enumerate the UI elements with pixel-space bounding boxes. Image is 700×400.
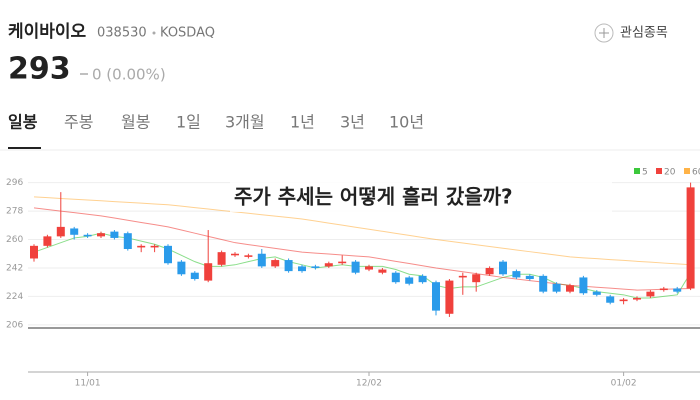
tab[interactable]: 10년	[389, 113, 424, 132]
watch-plus	[599, 28, 609, 38]
candle-body	[673, 288, 682, 292]
legend-label: 20	[664, 168, 676, 178]
x-tick-label: 11/01	[75, 379, 101, 389]
y-tick-label: 206	[6, 320, 23, 330]
candle-body	[659, 288, 668, 291]
candle-body	[646, 291, 655, 297]
candle-body	[525, 275, 534, 280]
ma-line	[33, 207, 691, 291]
candle-body	[311, 266, 320, 268]
candle-body	[378, 269, 387, 273]
candle-body	[204, 263, 213, 281]
y-tick-label: 296	[6, 178, 23, 188]
watch-button[interactable]: 관심종목	[620, 26, 668, 41]
candle-body	[244, 255, 253, 257]
tab[interactable]: 3개월	[225, 113, 265, 132]
ma-line	[33, 232, 692, 299]
candle-body	[150, 245, 159, 248]
candle-body	[418, 275, 427, 283]
candle-body	[83, 234, 92, 237]
candle-body	[512, 271, 521, 278]
candle-body	[485, 267, 494, 275]
ma-line	[33, 196, 691, 266]
x-tick-label: 01/02	[611, 379, 637, 389]
x-tick-label: 12/02	[356, 379, 382, 389]
candle-body	[324, 263, 333, 267]
legend-swatch	[656, 168, 662, 174]
candle-body	[164, 245, 172, 264]
candle-body	[298, 266, 306, 272]
y-tick-label: 242	[6, 263, 23, 273]
legend-label: 60	[692, 168, 700, 178]
price-change: 0 (0.00%)	[92, 66, 166, 84]
candle-body	[351, 261, 360, 273]
stock-name: 케이바이오	[8, 22, 87, 42]
tab[interactable]: 1년	[290, 113, 315, 132]
candle-body	[70, 228, 79, 235]
candle-body	[97, 233, 105, 237]
candle-body	[284, 260, 293, 272]
annotation-bg	[230, 182, 612, 212]
candle-body	[231, 253, 239, 256]
tabs: 일봉 주봉 월봉 1일 3개월 1년 3년 10년	[8, 113, 424, 132]
candle-body	[190, 272, 199, 280]
candle-body	[579, 277, 588, 294]
candle-body	[566, 285, 574, 292]
legend-label: 5	[642, 168, 648, 178]
y-tick-label: 224	[6, 292, 23, 302]
tab[interactable]: 월봉	[121, 113, 150, 132]
candle-body	[458, 275, 467, 278]
separator	[152, 31, 156, 35]
candle-body	[137, 245, 146, 248]
tab[interactable]: 주봉	[64, 113, 93, 132]
annotation: 주가 추세는 어떻게 흘러 갔을까?	[234, 185, 513, 209]
candle-body	[405, 277, 414, 284]
candle-body	[217, 252, 226, 265]
candle-body	[499, 261, 507, 275]
candle-body	[365, 266, 373, 270]
candle-body	[110, 231, 119, 238]
candle-body	[56, 226, 65, 237]
candle-body	[177, 261, 186, 275]
candle-body	[257, 253, 266, 267]
watch-icon[interactable]	[594, 23, 614, 43]
tab[interactable]: 3년	[340, 113, 365, 132]
y-tick-label: 260	[6, 235, 23, 245]
candle-body	[592, 291, 601, 295]
candle-body	[539, 275, 548, 292]
candle-body	[391, 272, 400, 283]
stock-code: 038530	[97, 26, 147, 41]
candle-body	[633, 297, 641, 300]
candle-body	[606, 296, 615, 303]
tab[interactable]: 일봉	[8, 113, 38, 132]
candle-body	[123, 233, 132, 249]
candle-body	[472, 274, 481, 283]
candle-body	[552, 283, 561, 292]
candle-body	[445, 280, 454, 314]
price: 293	[8, 52, 71, 87]
candle-body	[43, 236, 52, 246]
legend-swatch	[634, 168, 640, 174]
y-tick-label: 278	[6, 207, 23, 217]
market: KOSDAQ	[160, 26, 215, 41]
legend-swatch	[684, 168, 690, 174]
candle-body	[30, 245, 38, 259]
tab[interactable]: 1일	[176, 113, 201, 132]
candle-body	[686, 187, 695, 289]
candle-body	[432, 282, 440, 311]
candle-body	[619, 299, 628, 302]
candle-body	[338, 261, 347, 264]
chart: 206 224 242 260 278 296 11/01 12/02 01/02 5 20 60 주가…	[6, 168, 700, 389]
candle-body	[271, 260, 280, 267]
